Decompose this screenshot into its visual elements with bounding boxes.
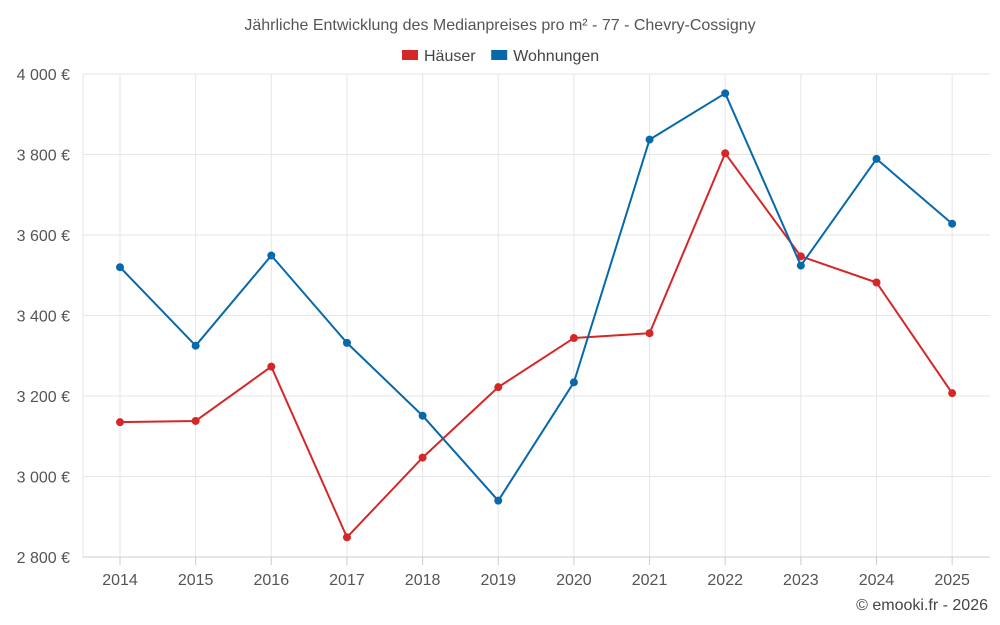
data-point-wohnungen — [116, 263, 124, 272]
y-tick-label: 2 800 € — [17, 550, 70, 567]
data-point-huser — [569, 334, 578, 343]
series-line-huser — [119, 152, 953, 539]
x-tick-label: 2022 — [707, 572, 743, 589]
legend-label-wohnungen: Wohnungen — [513, 48, 599, 65]
data-point-huser — [342, 533, 351, 542]
y-tick-label: 3 400 € — [17, 309, 70, 326]
data-point-huser — [418, 453, 427, 462]
data-point-wohnungen — [872, 154, 881, 163]
x-tick-label: 2021 — [632, 572, 668, 589]
data-point-wohnungen — [418, 411, 427, 420]
data-point-wohnungen — [569, 378, 578, 387]
x-tick-label: 2019 — [480, 572, 516, 589]
credit-text: © emooki.fr - 2026 — [856, 597, 988, 614]
legend: Häuser Wohnungen — [402, 48, 599, 65]
x-tick-label: 2023 — [783, 572, 819, 589]
legend-swatch-wohnungen — [491, 50, 508, 60]
grid — [82, 73, 990, 557]
data-point-wohnungen — [721, 89, 730, 98]
chart-title: Jährliche Entwicklung des Medianpreises … — [244, 17, 755, 34]
data-point-huser — [645, 329, 654, 338]
series-line-wohnungen — [119, 92, 953, 502]
y-tick-label: 3 600 € — [17, 228, 70, 245]
x-tick-label: 2025 — [934, 572, 970, 589]
data-point-wohnungen — [796, 261, 805, 270]
data-point-wohnungen — [948, 219, 957, 228]
data-point-huser — [948, 389, 957, 398]
data-point-huser — [796, 252, 805, 261]
x-tick-label: 2024 — [859, 572, 895, 589]
data-point-wohnungen — [494, 496, 503, 505]
data-point-huser — [494, 383, 503, 392]
data-point-wohnungen — [191, 341, 200, 350]
data-point-huser — [721, 149, 730, 158]
x-tick-label: 2017 — [329, 572, 365, 589]
x-tick-label: 2018 — [405, 572, 441, 589]
data-point-huser — [267, 362, 276, 371]
legend-label-huser: Häuser — [424, 48, 476, 65]
y-tick-label: 3 200 € — [17, 389, 70, 406]
y-tick-label: 3 000 € — [17, 470, 70, 487]
y-tick-label: 4 000 € — [17, 67, 70, 84]
data-point-huser — [872, 278, 881, 287]
x-tick-label: 2015 — [178, 572, 214, 589]
series-layer — [116, 89, 957, 542]
data-point-wohnungen — [267, 251, 276, 260]
y-tick-label: 3 800 € — [17, 148, 70, 165]
data-point-huser — [191, 416, 200, 425]
x-tick-label: 2016 — [254, 572, 290, 589]
x-tick-label: 2020 — [556, 572, 592, 589]
x-tick-label: 2014 — [102, 572, 138, 589]
data-point-wohnungen — [645, 135, 654, 144]
legend-swatch-huser — [402, 50, 418, 60]
data-point-huser — [116, 418, 124, 427]
axes: 2 800 € 3 000 € 3 200 € 3 400 € 3 600 € 3 800… — [17, 67, 990, 589]
data-point-wohnungen — [342, 338, 351, 347]
